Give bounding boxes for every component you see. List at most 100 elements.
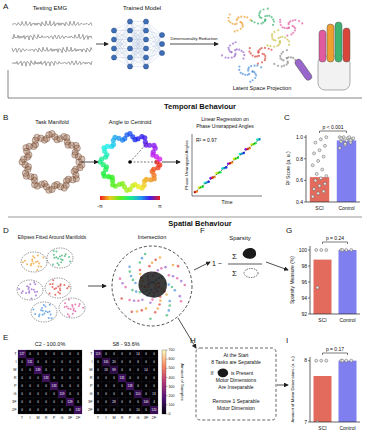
subject-point [325, 359, 328, 362]
heatmap-cell [134, 350, 142, 358]
latent-point [260, 17, 262, 19]
manifold-point [52, 283, 54, 285]
manifold-point [54, 294, 56, 296]
cell-value: 133 [43, 376, 48, 380]
cell-value: 0 [69, 392, 71, 396]
cell-value: 0 [145, 376, 147, 380]
nn-node [143, 64, 148, 69]
manifold-point [55, 256, 57, 258]
latent-point [242, 73, 244, 75]
intersection-point [132, 279, 135, 282]
heatmap-cell [110, 350, 118, 358]
cell-value: 0 [129, 360, 131, 364]
subject-point [311, 195, 314, 198]
manifold-point [45, 310, 47, 312]
row-label: R [14, 376, 17, 380]
colorbar-tick [166, 359, 168, 360]
heatmap-cell [58, 350, 66, 358]
heatmap-cell [34, 350, 42, 358]
intersection-point [149, 317, 152, 320]
intersection-point [164, 266, 167, 269]
cell-value: 0 [53, 408, 55, 412]
latent-point [228, 48, 230, 50]
heatmap-cell [50, 366, 58, 374]
manifold-point [59, 292, 61, 294]
heatmap-cell [102, 382, 110, 390]
cell-value: 0 [53, 368, 55, 372]
cell-value: 0 [153, 360, 155, 364]
cell-value: 0 [97, 384, 99, 388]
cell-value: 0 [105, 376, 107, 380]
cell-value: 0 [21, 392, 23, 396]
cell-value: 0 [37, 408, 39, 412]
latent-point [242, 51, 244, 53]
manifold-point [55, 250, 57, 252]
cell-value: 0 [53, 400, 55, 404]
heatmap-cell [118, 398, 126, 406]
nn-edge [130, 40, 146, 67]
nn-node [127, 55, 132, 60]
centroid [128, 160, 132, 164]
heatmap-cell [34, 374, 42, 382]
heatmap-cell [110, 406, 118, 414]
heatmap-cell [134, 382, 142, 390]
latent-point [236, 29, 238, 31]
col-label: 2F [76, 416, 81, 420]
manifold-point [72, 313, 74, 315]
cell-value: 0 [129, 368, 131, 372]
heatmap-cell [18, 406, 26, 414]
heatmap-cell [118, 366, 126, 374]
label: is Present [231, 370, 254, 376]
heatmap-cell [142, 374, 150, 382]
heatmap-cell [150, 390, 158, 398]
cell-value: 6 [137, 360, 139, 364]
manifold-point [22, 290, 24, 292]
latent-point [281, 58, 283, 60]
latent-point [251, 79, 253, 81]
cell-value: 105 [103, 360, 108, 364]
fitted-ellipse [47, 248, 73, 268]
cell-value: 0 [53, 360, 55, 364]
latent-point [236, 18, 238, 20]
cell-value: 0 [21, 408, 23, 412]
x-tick-label: SCI [318, 317, 326, 323]
heatmap-cell [18, 382, 26, 390]
cell-value: 8 [97, 392, 99, 396]
manifold-point [40, 266, 42, 268]
subject-point [323, 182, 326, 185]
angle-point [106, 174, 111, 179]
manifold-point [79, 303, 81, 305]
subject-point [341, 249, 344, 252]
nn-node [143, 37, 148, 42]
manifold-point [66, 287, 68, 289]
row-label: G [90, 392, 93, 396]
label: Σ [232, 252, 237, 261]
angle-ray [130, 142, 148, 162]
heatmap-cell [42, 350, 50, 358]
y-tick [308, 266, 310, 267]
heatmap-cell [110, 374, 118, 382]
heatmap-cell [142, 398, 150, 406]
ellipse-icon [244, 269, 258, 278]
heatmap-cell [74, 390, 82, 398]
latent-point [238, 69, 240, 71]
latent-point [287, 60, 289, 62]
emg-trace [12, 34, 92, 40]
label: If [211, 370, 214, 376]
manifold-point [47, 311, 49, 313]
subject-point [325, 249, 328, 252]
arrow [277, 385, 288, 386]
subject-point [352, 137, 355, 140]
col-label: I [29, 416, 30, 420]
colorbar-tick [166, 368, 168, 369]
manifold-point [52, 286, 54, 288]
latent-point [271, 35, 273, 37]
angle-ray [130, 162, 157, 163]
arrow [194, 262, 210, 270]
latent-point [286, 57, 288, 59]
heatmap-cell [126, 358, 134, 366]
cell-value: 0 [45, 392, 47, 396]
latent-point [247, 68, 249, 70]
cell-value: 0 [61, 384, 63, 388]
intersection-point [141, 309, 144, 312]
